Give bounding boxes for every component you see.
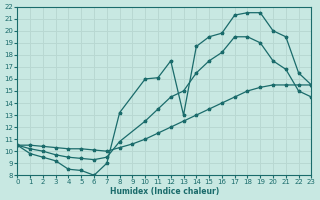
X-axis label: Humidex (Indice chaleur): Humidex (Indice chaleur) <box>110 187 219 196</box>
